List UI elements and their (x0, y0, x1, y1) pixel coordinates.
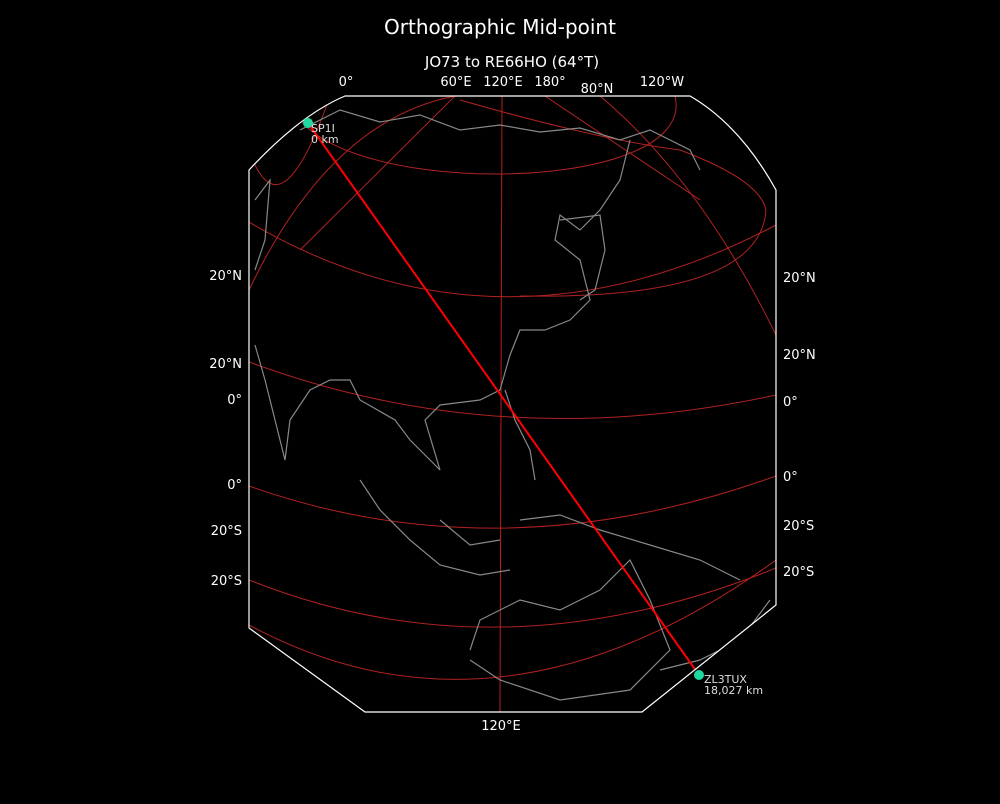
lat-label: 20°S (783, 519, 814, 534)
figure-title: Orthographic Mid-point (384, 15, 616, 39)
lat-label: 20°S (783, 565, 814, 580)
lat-label: 20°N (783, 271, 816, 286)
lon-label: 120°E (483, 75, 523, 90)
left-labels: 20°N 20°N 0° 0° 20°S 20°S (209, 269, 242, 589)
lat-label: 0° (783, 470, 798, 485)
lat-label: 0° (227, 478, 242, 493)
start-distance: 0 km (311, 133, 339, 146)
circle-marker-icon (303, 118, 313, 128)
lat-label: 20°N (783, 348, 816, 363)
lat-label: 20°N (209, 269, 242, 284)
lat-label: 20°N (209, 357, 242, 372)
circle-marker-icon (694, 670, 704, 680)
lon-label: 120°E (481, 719, 521, 734)
graticule (249, 96, 776, 712)
map-subtitle: JO73 to RE66HO (64°T) (424, 53, 599, 71)
lon-label: 120°W (640, 75, 684, 90)
lat-label: 0° (227, 393, 242, 408)
start-marker: SP1I 0 km (303, 118, 339, 146)
end-call: ZL3TUX (704, 673, 747, 686)
lon-label: 180° (534, 75, 565, 90)
lat-label: 80°N (581, 82, 614, 97)
lon-label: 0° (339, 75, 354, 90)
right-labels: 20°N 20°N 0° 0° 20°S 20°S (783, 271, 816, 580)
end-distance: 18,027 km (704, 684, 763, 697)
great-circle-path (307, 122, 700, 676)
end-marker: ZL3TUX 18,027 km (694, 670, 763, 697)
lat-label: 20°S (211, 574, 242, 589)
lat-label: 0° (783, 395, 798, 410)
start-call: SP1I (311, 122, 335, 135)
map-frame (248, 95, 777, 713)
lon-label: 60°E (440, 75, 471, 90)
map-area (249, 96, 776, 712)
top-labels: 0° 60°E 120°E 180° 80°N 120°W (339, 75, 685, 97)
coastlines (254, 109, 771, 701)
lat-label: 20°S (211, 524, 242, 539)
